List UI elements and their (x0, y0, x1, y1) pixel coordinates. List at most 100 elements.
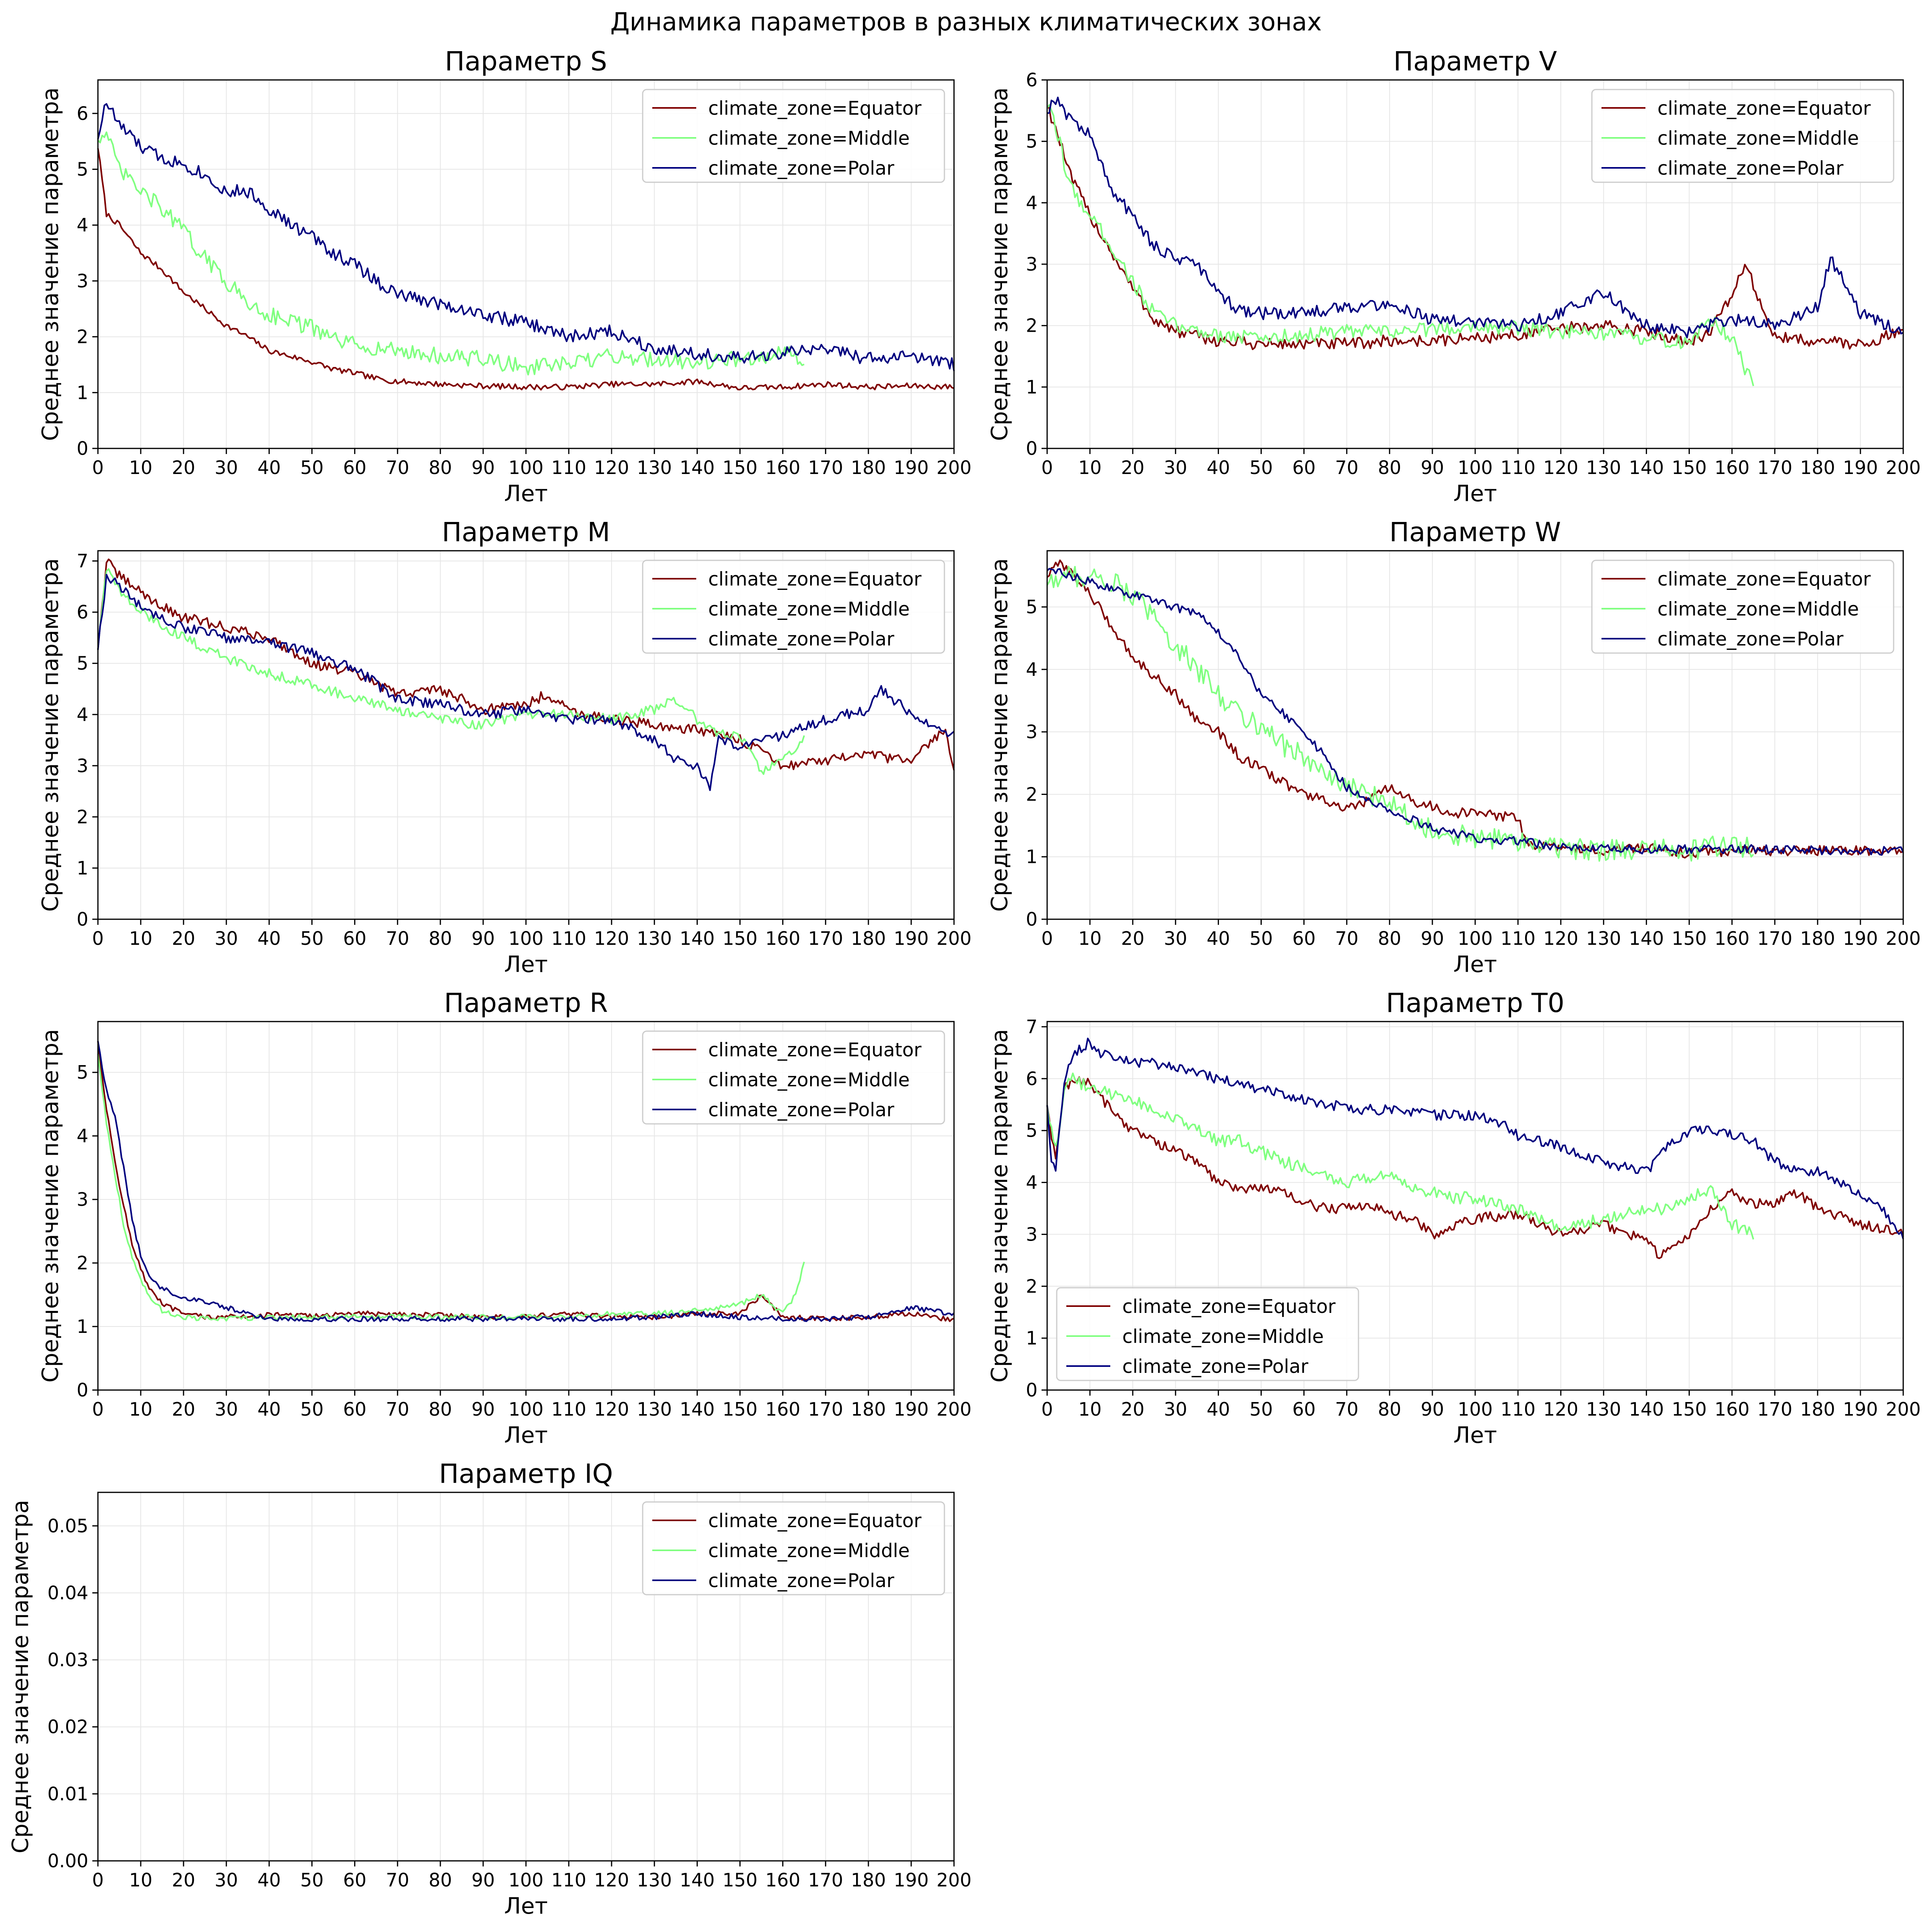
x-tick-label: 0 (1041, 457, 1053, 478)
series-line (1046, 568, 1904, 856)
x-tick-label: 60 (343, 928, 366, 949)
x-tick-label: 40 (257, 1398, 281, 1420)
x-tick-label: 20 (1121, 457, 1145, 478)
legend: climate_zone=Equator climate_zone=Middlec… (642, 89, 945, 183)
x-tick-label: 0 (92, 457, 104, 478)
x-tick-label: 100 (1458, 1398, 1493, 1420)
x-tick-label: 120 (1543, 1398, 1578, 1420)
series-line (97, 574, 955, 791)
y-tick-label: 2 (77, 1252, 88, 1274)
x-tick-label: 160 (1715, 1398, 1750, 1420)
legend-frame (642, 560, 945, 654)
x-tick-label: 160 (1715, 928, 1750, 949)
y-tick-label: 0 (1026, 438, 1038, 459)
legend-entry: climate_zone=Polar (708, 157, 894, 179)
y-tick-label: 2 (77, 326, 88, 348)
legend-frame (1591, 560, 1894, 654)
legend-entry: climate_zone=Middle (708, 1540, 910, 1562)
x-tick-label: 180 (851, 457, 886, 478)
y-tick-label: 3 (1026, 1223, 1038, 1245)
x-tick-label: 200 (936, 928, 972, 949)
x-axis-label: Лет (504, 481, 548, 507)
legend-frame (642, 1501, 945, 1595)
x-tick-label: 70 (386, 457, 409, 478)
y-tick-label: 3 (1026, 253, 1038, 275)
x-tick-label: 170 (808, 928, 843, 949)
x-tick-label: 30 (215, 1398, 238, 1420)
legend-entry: climate_zone=Middle (1657, 127, 1859, 149)
series-line (1046, 1072, 1755, 1240)
legend-entry: climate_zone=Equator (1122, 1296, 1336, 1318)
x-tick-label: 120 (594, 457, 629, 478)
x-tick-label: 190 (894, 928, 929, 949)
y-tick-label: 0.00 (48, 1850, 88, 1872)
legend-entry: climate_zone=Polar (1657, 157, 1844, 179)
x-tick-label: 100 (508, 457, 544, 478)
y-axis-label: Среднее значение параметра (8, 1500, 34, 1854)
x-tick-label: 70 (386, 1398, 409, 1420)
y-axis-label: Среднее значение параметра (987, 88, 1013, 441)
x-tick-label: 10 (129, 1869, 153, 1891)
x-axis-label: Лет (1453, 1422, 1497, 1448)
y-tick-label: 3 (77, 1189, 88, 1210)
x-tick-label: 130 (637, 1869, 672, 1891)
x-tick-label: 110 (551, 1869, 586, 1891)
x-tick-label: 100 (508, 1398, 544, 1420)
x-axis-label: Лет (1453, 481, 1497, 507)
x-tick-label: 60 (343, 1398, 366, 1420)
x-tick-label: 120 (594, 928, 629, 949)
x-tick-label: 60 (343, 1869, 366, 1891)
x-tick-label: 180 (1800, 928, 1835, 949)
y-tick-label: 0 (1026, 1379, 1038, 1401)
x-tick-label: 150 (723, 1398, 758, 1420)
x-tick-label: 190 (1843, 457, 1878, 478)
x-tick-label: 200 (936, 1398, 972, 1420)
series-line (97, 1041, 954, 1322)
x-tick-label: 50 (300, 928, 324, 949)
y-tick-label: 2 (1026, 1275, 1038, 1297)
x-tick-label: 150 (1672, 457, 1707, 478)
x-tick-label: 120 (594, 1869, 629, 1891)
x-tick-label: 190 (894, 1398, 929, 1420)
x-tick-label: 140 (1629, 457, 1664, 478)
x-tick-label: 140 (679, 457, 715, 478)
x-tick-label: 100 (508, 1869, 544, 1891)
series-line (1047, 106, 1904, 350)
y-tick-label: 2 (1026, 315, 1038, 337)
x-tick-label: 80 (429, 457, 452, 478)
x-tick-label: 60 (343, 457, 366, 478)
legend-entry: climate_zone=Equator (1657, 98, 1871, 120)
y-tick-label: 3 (77, 755, 88, 777)
y-tick-label: 4 (1026, 659, 1038, 680)
x-tick-label: 30 (215, 457, 238, 478)
x-tick-label: 110 (551, 1398, 586, 1420)
x-tick-label: 130 (1586, 1398, 1621, 1420)
x-tick-label: 20 (172, 1869, 195, 1891)
x-tick-label: 170 (808, 1869, 843, 1891)
series-line (97, 568, 805, 775)
x-tick-label: 80 (429, 1398, 452, 1420)
x-tick-label: 190 (894, 1869, 929, 1891)
x-tick-label: 160 (765, 457, 801, 478)
x-tick-label: 120 (1543, 928, 1578, 949)
x-tick-label: 150 (1672, 1398, 1707, 1420)
legend: climate_zone=Equator climate_zone=Middlec… (642, 560, 945, 654)
x-tick-label: 100 (1458, 457, 1493, 478)
x-axis-label: Лет (504, 1893, 548, 1919)
y-tick-label: 0.05 (48, 1515, 88, 1537)
panel-title: Параметр R (444, 988, 608, 1018)
x-tick-label: 80 (1378, 928, 1402, 949)
x-tick-label: 200 (1886, 928, 1921, 949)
figure-title: Динамика параметров в разных климатическ… (610, 7, 1322, 36)
legend-entry: climate_zone=Polar (708, 1570, 894, 1592)
x-tick-label: 70 (386, 1869, 409, 1891)
y-tick-label: 6 (77, 103, 88, 124)
legend-entry: climate_zone=Middle (708, 1069, 910, 1091)
x-tick-label: 200 (1886, 1398, 1921, 1420)
legend-entry: climate_zone=Equator (708, 568, 922, 590)
x-tick-label: 110 (1500, 928, 1536, 949)
